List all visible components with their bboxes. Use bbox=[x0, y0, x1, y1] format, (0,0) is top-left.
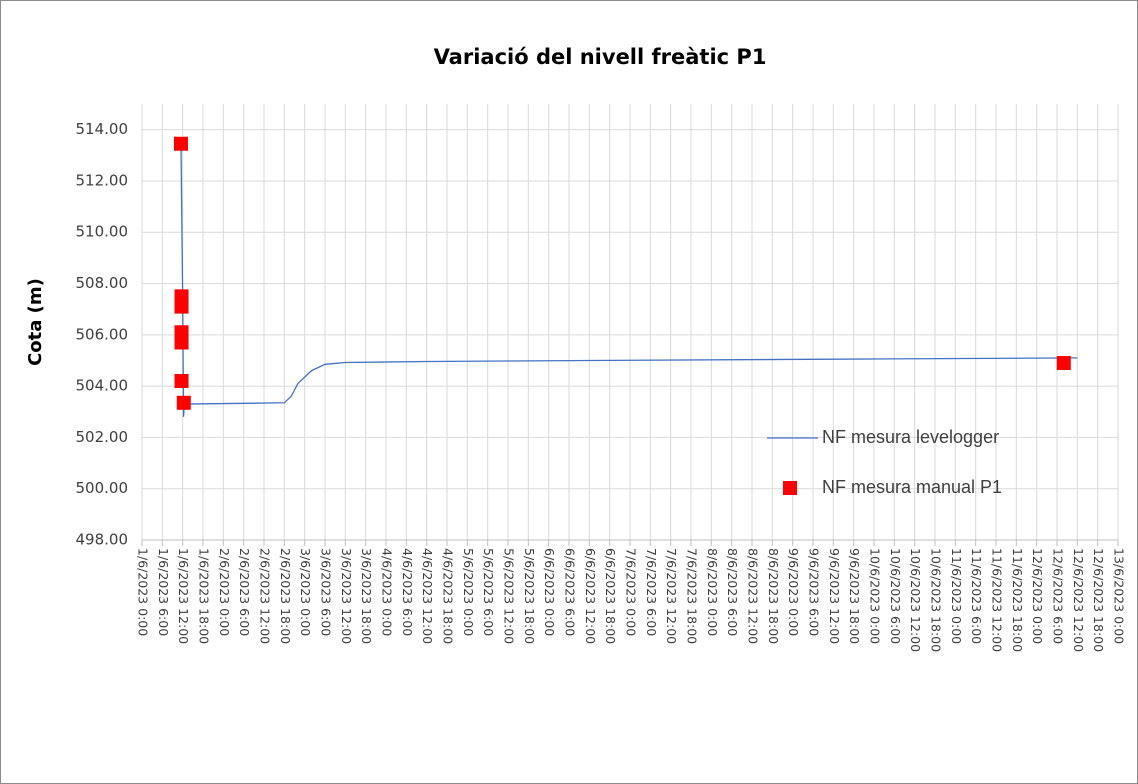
marker bbox=[174, 373, 189, 388]
x-tick-label: 12/6/2023 18:00 bbox=[1091, 548, 1106, 652]
x-tick-label: 2/6/2023 18:00 bbox=[278, 548, 293, 644]
legend-symbol bbox=[783, 481, 797, 495]
x-tick-label: 12/6/2023 0:00 bbox=[1030, 548, 1045, 644]
y-tick-label: 508.00 bbox=[76, 274, 129, 292]
marker bbox=[174, 299, 189, 314]
x-tick-label: 6/6/2023 0:00 bbox=[542, 548, 557, 636]
x-tick-label: 2/6/2023 6:00 bbox=[237, 548, 252, 636]
x-tick-label: 9/6/2023 12:00 bbox=[827, 548, 842, 644]
x-tick-label: 4/6/2023 0:00 bbox=[380, 548, 395, 636]
marker bbox=[176, 395, 191, 410]
chart-title: Variació del nivell freàtic P1 bbox=[434, 45, 767, 69]
x-tick-label: 12/6/2023 6:00 bbox=[1051, 548, 1066, 644]
x-tick-label: 6/6/2023 12:00 bbox=[583, 548, 598, 644]
x-tick-label: 5/6/2023 6:00 bbox=[481, 548, 496, 636]
x-tick-label: 4/6/2023 6:00 bbox=[400, 548, 415, 636]
x-tick-label: 10/6/2023 6:00 bbox=[888, 548, 903, 644]
y-tick-label: 510.00 bbox=[76, 223, 129, 241]
marker bbox=[173, 136, 188, 151]
x-tick-label: 3/6/2023 12:00 bbox=[339, 548, 354, 644]
x-tick-label: 10/6/2023 12:00 bbox=[908, 548, 923, 652]
x-tick-label: 1/6/2023 18:00 bbox=[197, 548, 212, 644]
y-tick-label: 506.00 bbox=[76, 325, 129, 343]
x-tick-label: 6/6/2023 6:00 bbox=[563, 548, 578, 636]
y-tick-label: 512.00 bbox=[76, 171, 129, 189]
x-tick-label: 10/6/2023 18:00 bbox=[929, 548, 944, 652]
x-tick-label: 11/6/2023 12:00 bbox=[990, 548, 1005, 652]
x-tick-label: 2/6/2023 0:00 bbox=[217, 548, 232, 636]
x-tick-label: 4/6/2023 12:00 bbox=[420, 548, 435, 644]
x-tick-label: 9/6/2023 0:00 bbox=[786, 548, 801, 636]
marker bbox=[174, 335, 189, 350]
y-tick-label: 514.00 bbox=[76, 120, 129, 138]
x-tick-label: 7/6/2023 18:00 bbox=[685, 548, 700, 644]
x-tick-label: 5/6/2023 18:00 bbox=[522, 548, 537, 644]
y-tick-label: 502.00 bbox=[76, 428, 129, 446]
x-tick-label: 2/6/2023 12:00 bbox=[258, 548, 273, 644]
x-tick-label: 9/6/2023 6:00 bbox=[807, 548, 822, 636]
x-tick-label: 3/6/2023 0:00 bbox=[298, 548, 313, 636]
x-tick-label: 12/6/2023 12:00 bbox=[1071, 548, 1086, 652]
legend-label: NF mesura manual P1 bbox=[822, 477, 1002, 497]
y-tick-label: 504.00 bbox=[76, 377, 129, 395]
y-axis-label: Cota (m) bbox=[25, 278, 46, 366]
x-tick-label: 11/6/2023 0:00 bbox=[949, 548, 964, 644]
marker bbox=[1056, 356, 1071, 371]
x-tick-label: 7/6/2023 0:00 bbox=[624, 548, 639, 636]
x-tick-label: 8/6/2023 6:00 bbox=[725, 548, 740, 636]
y-tick-label: 500.00 bbox=[76, 479, 129, 497]
x-tick-label: 10/6/2023 0:00 bbox=[868, 548, 883, 644]
x-tick-label: 5/6/2023 12:00 bbox=[502, 548, 517, 644]
data-line bbox=[180, 145, 1078, 417]
x-tick-label: 11/6/2023 18:00 bbox=[1010, 548, 1025, 652]
x-tick-label: 3/6/2023 6:00 bbox=[319, 548, 334, 636]
x-tick-label: 3/6/2023 18:00 bbox=[359, 548, 374, 644]
x-tick-label: 1/6/2023 6:00 bbox=[156, 548, 171, 636]
legend-label: NF mesura levelogger bbox=[822, 427, 999, 447]
x-tick-label: 5/6/2023 0:00 bbox=[461, 548, 476, 636]
x-tick-label: 1/6/2023 0:00 bbox=[136, 548, 151, 636]
x-tick-label: 8/6/2023 18:00 bbox=[766, 548, 781, 644]
x-tick-label: 4/6/2023 18:00 bbox=[441, 548, 456, 644]
y-tick-label: 498.00 bbox=[76, 531, 129, 549]
x-tick-label: 1/6/2023 12:00 bbox=[176, 548, 191, 644]
x-tick-label: 6/6/2023 18:00 bbox=[603, 548, 618, 644]
x-tick-label: 9/6/2023 18:00 bbox=[847, 548, 862, 644]
x-tick-label: 7/6/2023 6:00 bbox=[644, 548, 659, 636]
x-tick-label: 7/6/2023 12:00 bbox=[664, 548, 679, 644]
x-tick-label: 11/6/2023 6:00 bbox=[969, 548, 984, 644]
x-tick-label: 13/6/2023 0:00 bbox=[1112, 548, 1127, 644]
x-tick-label: 8/6/2023 12:00 bbox=[746, 548, 761, 644]
x-tick-label: 8/6/2023 0:00 bbox=[705, 548, 720, 636]
